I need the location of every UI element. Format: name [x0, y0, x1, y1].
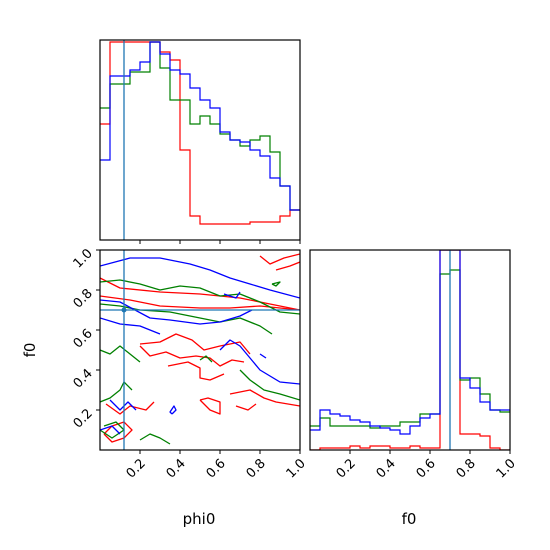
phi0-hist-green-series — [100, 41, 300, 211]
contour-green — [100, 279, 300, 315]
contour-ytick-label: 0.2 — [71, 406, 96, 431]
contour-blue — [219, 339, 300, 385]
f0-hist-xtick-label: 1.0 — [494, 456, 519, 481]
contour-frame — [99, 249, 301, 451]
contour-blue — [100, 299, 253, 325]
contour-green — [100, 303, 273, 335]
contour-green — [199, 355, 213, 363]
contour-green — [100, 345, 141, 363]
contour-red — [167, 361, 225, 381]
phi0-hist-blue-series — [100, 41, 300, 211]
phi0-hist-frame — [99, 39, 301, 241]
contour-blue — [169, 405, 177, 415]
f0-hist-green-series — [310, 269, 510, 429]
contour-blue — [100, 257, 300, 299]
contour-red — [275, 261, 300, 271]
axis-labels: phi0 f0 f0 — [21, 343, 416, 528]
contour-red — [229, 389, 300, 407]
contour-ytick-label: 1.0 — [71, 246, 96, 271]
contour-xtick-label: 1.0 — [284, 456, 309, 481]
contour-green — [239, 369, 300, 401]
contour-ytick-label: 0.8 — [71, 286, 96, 311]
contour-xtick-label: 0.6 — [204, 456, 229, 481]
phi0-histogram-panel — [99, 39, 301, 244]
f0-hist-blue-series — [310, 250, 510, 435]
x-axis-label-f0: f0 — [402, 510, 417, 528]
contour-green — [100, 421, 125, 439]
f0-hist-frame — [309, 249, 511, 451]
f0-histogram-panel: 0.2 0.4 0.6 0.8 1.0 — [309, 249, 519, 481]
contour-green — [139, 433, 171, 445]
contour-green — [100, 381, 133, 403]
contour-xtick-label: 0.4 — [164, 456, 189, 481]
contour-red — [259, 253, 300, 265]
contour-ytick-label: 0.6 — [71, 326, 96, 351]
contour-blue — [100, 425, 121, 435]
x-axis-label-phi0: phi0 — [183, 510, 216, 528]
f0-hist-red-series — [310, 250, 510, 450]
f0-hist-xtick-label: 0.2 — [334, 456, 359, 481]
contour-red — [235, 403, 257, 411]
f0-hist-xtick-label: 0.4 — [374, 456, 399, 481]
contour-red — [100, 277, 300, 311]
contour-blue — [109, 399, 137, 411]
contour-blue — [259, 353, 267, 359]
contour-xtick-label: 0.8 — [244, 456, 269, 481]
contour-red — [139, 345, 245, 367]
f0-hist-xtick-label: 0.6 — [414, 456, 439, 481]
contour-green — [271, 281, 281, 287]
contour-red — [100, 295, 300, 311]
phi0-f0-contour-panel: 0.2 0.4 0.6 0.8 1.0 0.2 0.4 0.6 0.8 1.0 — [71, 246, 309, 481]
contour-red — [139, 333, 251, 355]
contour-xtick-label: 0.2 — [124, 456, 149, 481]
contour-truth-point — [121, 307, 127, 313]
contour-ytick-label: 0.4 — [71, 366, 96, 391]
contour-blue — [223, 291, 241, 299]
f0-hist-xtick-label: 0.8 — [454, 456, 479, 481]
y-axis-label-f0: f0 — [21, 343, 39, 358]
contour-blue — [100, 317, 161, 335]
contour-red — [199, 397, 221, 415]
contour-red — [105, 401, 155, 415]
phi0-hist-red-series — [100, 41, 300, 225]
